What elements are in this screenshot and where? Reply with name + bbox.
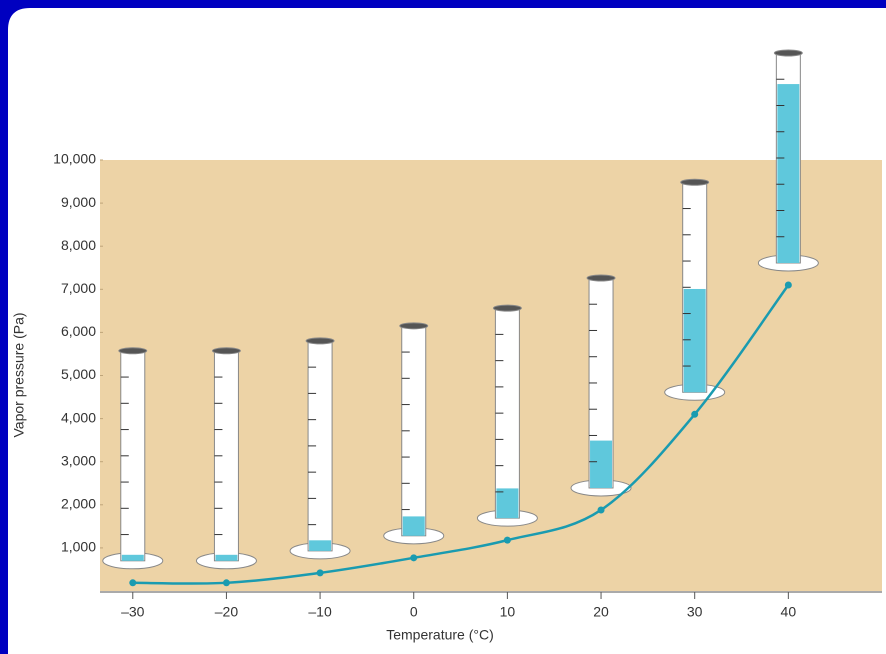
x-tick-label: –20 bbox=[215, 604, 239, 620]
y-axis-title: Vapor pressure (Pa) bbox=[11, 312, 27, 437]
cylinder-rim bbox=[492, 304, 522, 312]
y-tick-label: 2,000 bbox=[61, 496, 96, 512]
cylinder-liquid bbox=[777, 84, 800, 263]
y-tick-label: 1,000 bbox=[61, 539, 96, 555]
y-tick-label: 9,000 bbox=[61, 194, 96, 210]
point bbox=[503, 536, 511, 544]
x-axis-title: Temperature (°C) bbox=[386, 627, 494, 643]
x-tick-label: 20 bbox=[593, 604, 609, 620]
y-tick-label: 3,000 bbox=[61, 452, 96, 468]
cylinder-liquid bbox=[215, 554, 238, 561]
point bbox=[410, 554, 418, 562]
cylinder-rim bbox=[118, 347, 148, 355]
point bbox=[597, 506, 605, 514]
cylinder-rim bbox=[211, 347, 241, 355]
cylinder-liquid bbox=[590, 440, 613, 488]
cylinder-rim bbox=[399, 322, 429, 330]
point bbox=[784, 281, 792, 289]
x-tick-label: 10 bbox=[500, 604, 516, 620]
x-tick-label: 0 bbox=[410, 604, 418, 620]
cylinder-rim bbox=[586, 274, 616, 282]
cylinder-liquid bbox=[309, 540, 332, 551]
cylinder-liquid bbox=[121, 554, 144, 561]
y-tick-label: 6,000 bbox=[61, 323, 96, 339]
point bbox=[316, 569, 324, 577]
y-tick-label: 7,000 bbox=[61, 280, 96, 296]
point bbox=[691, 410, 699, 418]
x-tick-label: 40 bbox=[781, 604, 797, 620]
cylinder-liquid bbox=[402, 516, 425, 536]
x-tick-label: –10 bbox=[308, 604, 332, 620]
cylinder-liquid bbox=[496, 488, 519, 519]
cylinder-rim bbox=[773, 49, 803, 57]
x-tick-label: –30 bbox=[121, 604, 145, 620]
cylinder-rim bbox=[680, 178, 710, 186]
cylinder-rim bbox=[305, 337, 335, 345]
point bbox=[222, 579, 230, 587]
cylinder-liquid bbox=[683, 288, 706, 393]
point bbox=[129, 579, 137, 587]
y-tick-label: 8,000 bbox=[61, 237, 96, 253]
x-tick-label: 30 bbox=[687, 604, 703, 620]
y-tick-label: 4,000 bbox=[61, 409, 96, 425]
y-tick-label: 5,000 bbox=[61, 366, 96, 382]
y-tick-label: 10,000 bbox=[53, 151, 96, 167]
